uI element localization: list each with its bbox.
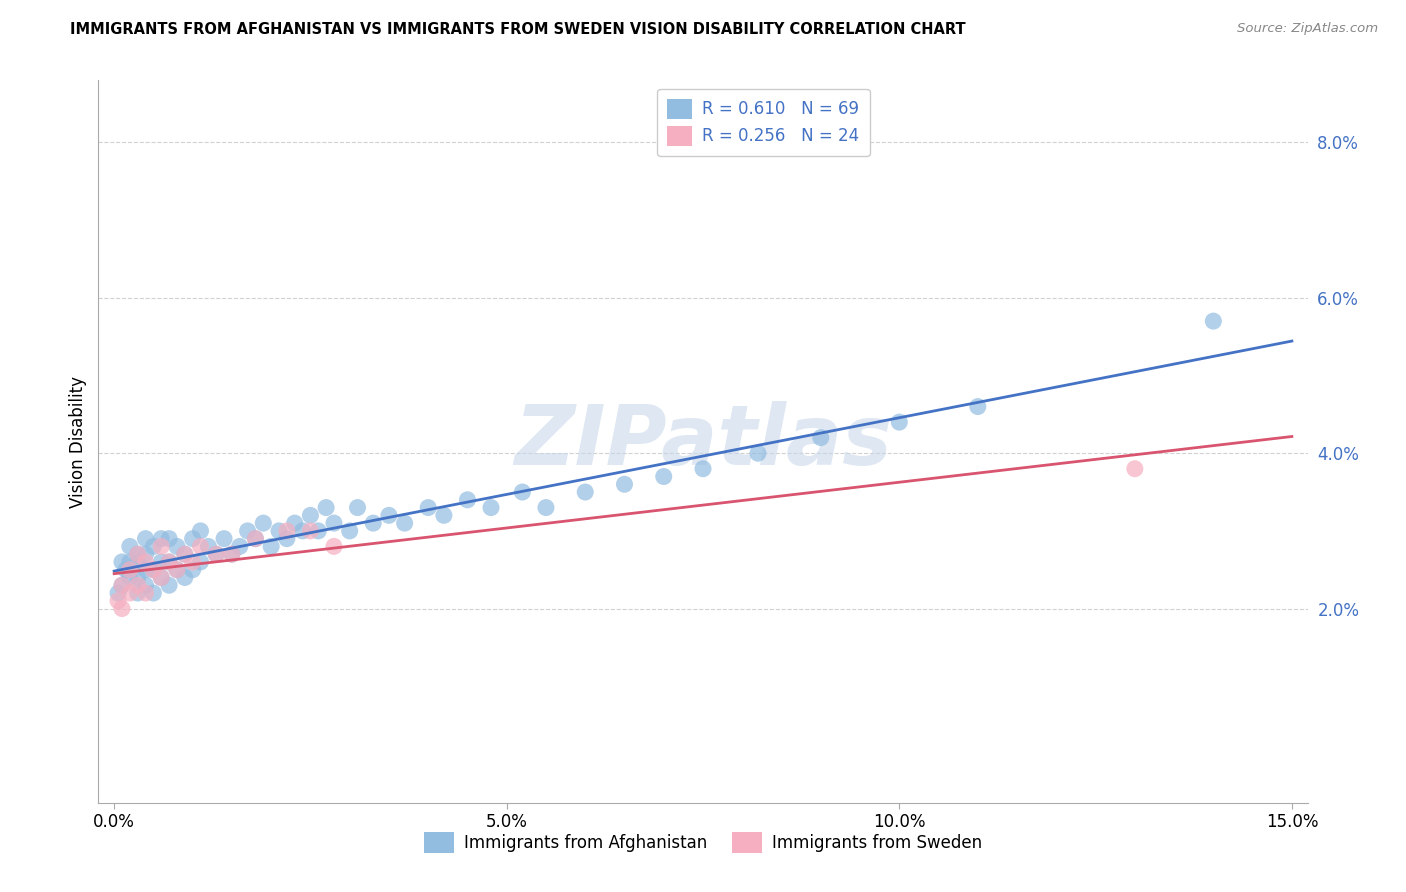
Point — [157, 578, 180, 592]
Legend: Immigrants from Afghanistan, Immigrants from Sweden: Immigrants from Afghanistan, Immigrants … — [418, 826, 988, 860]
Point — [190, 555, 212, 569]
Point — [190, 540, 212, 554]
Point — [135, 555, 157, 569]
Point — [157, 555, 180, 569]
Point — [361, 516, 384, 530]
Point — [418, 500, 440, 515]
Point — [747, 446, 769, 460]
Point — [142, 586, 165, 600]
Point — [307, 524, 329, 538]
Point — [810, 431, 832, 445]
Point — [135, 532, 157, 546]
Point — [142, 563, 165, 577]
Point — [394, 516, 416, 530]
Point — [181, 555, 204, 569]
Point — [221, 547, 243, 561]
Point — [267, 524, 290, 538]
Point — [111, 578, 134, 592]
Point — [166, 563, 188, 577]
Text: IMMIGRANTS FROM AFGHANISTAN VS IMMIGRANTS FROM SWEDEN VISION DISABILITY CORRELAT: IMMIGRANTS FROM AFGHANISTAN VS IMMIGRANT… — [70, 22, 966, 37]
Point — [205, 547, 228, 561]
Point — [150, 570, 173, 584]
Point — [1202, 314, 1225, 328]
Point — [135, 586, 157, 600]
Point — [111, 555, 134, 569]
Point — [276, 532, 298, 546]
Point — [613, 477, 636, 491]
Point — [111, 578, 134, 592]
Point — [135, 578, 157, 592]
Point — [221, 547, 243, 561]
Point — [205, 547, 228, 561]
Point — [107, 586, 129, 600]
Point — [127, 586, 149, 600]
Point — [150, 532, 173, 546]
Point — [252, 516, 274, 530]
Point — [291, 524, 314, 538]
Point — [652, 469, 675, 483]
Point — [127, 555, 149, 569]
Point — [190, 524, 212, 538]
Point — [323, 540, 346, 554]
Point — [966, 400, 988, 414]
Point — [111, 601, 134, 615]
Point — [889, 415, 911, 429]
Point — [456, 492, 478, 507]
Point — [173, 570, 195, 584]
Point — [127, 578, 149, 592]
Point — [135, 563, 157, 577]
Point — [245, 532, 267, 546]
Point — [181, 532, 204, 546]
Y-axis label: Vision Disability: Vision Disability — [69, 376, 87, 508]
Point — [692, 461, 714, 475]
Point — [284, 516, 307, 530]
Point — [378, 508, 401, 523]
Point — [236, 524, 259, 538]
Point — [197, 540, 219, 554]
Point — [433, 508, 456, 523]
Point — [339, 524, 361, 538]
Point — [299, 524, 322, 538]
Point — [299, 508, 322, 523]
Point — [157, 555, 180, 569]
Point — [118, 570, 141, 584]
Text: Source: ZipAtlas.com: Source: ZipAtlas.com — [1237, 22, 1378, 36]
Text: ZIPatlas: ZIPatlas — [515, 401, 891, 482]
Point — [212, 532, 235, 546]
Point — [150, 540, 173, 554]
Point — [166, 563, 188, 577]
Point — [142, 540, 165, 554]
Point — [166, 540, 188, 554]
Point — [118, 555, 141, 569]
Point — [173, 547, 195, 561]
Point — [173, 547, 195, 561]
Point — [479, 500, 502, 515]
Point — [346, 500, 368, 515]
Point — [574, 485, 596, 500]
Point — [245, 532, 267, 546]
Point — [142, 563, 165, 577]
Point — [118, 540, 141, 554]
Point — [276, 524, 298, 538]
Point — [512, 485, 534, 500]
Point — [150, 570, 173, 584]
Point — [127, 547, 149, 561]
Point — [127, 547, 149, 561]
Point — [118, 586, 141, 600]
Point — [1123, 461, 1146, 475]
Point — [115, 563, 138, 577]
Point — [181, 563, 204, 577]
Point — [150, 555, 173, 569]
Point — [118, 563, 141, 577]
Point — [534, 500, 557, 515]
Point — [157, 532, 180, 546]
Point — [229, 540, 252, 554]
Point — [323, 516, 346, 530]
Point — [135, 547, 157, 561]
Point — [315, 500, 337, 515]
Point — [260, 540, 283, 554]
Point — [107, 594, 129, 608]
Point — [127, 570, 149, 584]
